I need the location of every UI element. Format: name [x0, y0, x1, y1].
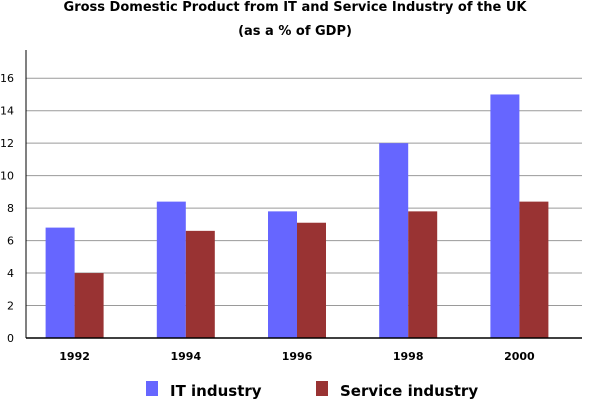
y-tick-label: 16 [0, 72, 14, 85]
y-tick-label: 14 [0, 105, 14, 118]
bar-it-2000 [490, 94, 520, 339]
x-tick-label: 2000 [504, 350, 535, 363]
bar-service-2000 [519, 201, 549, 338]
x-tick-label: 1998 [393, 350, 424, 363]
x-tick-label: 1992 [59, 350, 90, 363]
y-tick-label: 6 [7, 235, 14, 248]
x-tick-label: 1994 [170, 350, 201, 363]
y-tick-label: 8 [7, 202, 14, 215]
bar-service-1992 [74, 273, 104, 338]
legend-swatch-it [146, 381, 158, 396]
bar-service-1996 [297, 222, 326, 338]
y-axis-ticks: 0 2 4 6 8 10 12 14 16 [0, 72, 14, 345]
y-tick-label: 2 [7, 300, 14, 313]
y-tick-label: 4 [7, 267, 14, 280]
bar-it-1998 [379, 143, 409, 338]
y-tick-label: 12 [0, 137, 14, 150]
y-tick-label: 10 [0, 170, 14, 183]
bar-service-1994 [185, 230, 215, 338]
chart-title: Gross Domestic Product from IT and Servi… [64, 0, 528, 15]
x-tick-label: 1996 [282, 350, 313, 363]
chart-subtitle: (as a % of GDP) [238, 24, 352, 39]
x-axis-ticks: 1992 1994 1996 1998 2000 [59, 350, 535, 363]
bar-service-1998 [408, 211, 438, 338]
legend-label-it: IT industry [170, 382, 262, 400]
bars [45, 94, 549, 339]
y-tick-label: 0 [7, 332, 14, 345]
legend-label-service: Service industry [340, 382, 478, 400]
legend: IT industry Service industry [146, 381, 478, 400]
bar-it-1992 [45, 227, 75, 338]
bar-it-1994 [156, 201, 186, 338]
bar-it-1996 [268, 211, 297, 338]
legend-swatch-service [316, 381, 328, 396]
